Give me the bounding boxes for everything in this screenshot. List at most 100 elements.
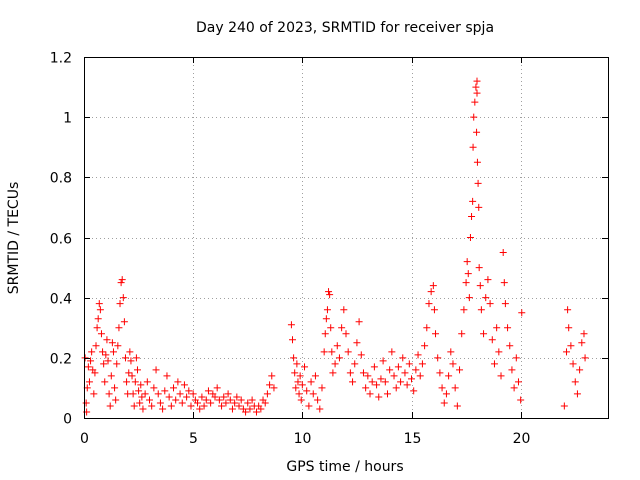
data-point	[301, 363, 309, 371]
x-axis-label: GPS time / hours	[286, 459, 403, 475]
data-point	[268, 372, 276, 380]
data-point	[456, 366, 464, 374]
data-point	[362, 384, 370, 392]
data-point	[432, 330, 440, 338]
data-point	[357, 351, 365, 359]
data-point	[451, 384, 459, 392]
data-point	[133, 366, 141, 374]
data-point	[207, 399, 215, 407]
data-point	[85, 378, 93, 386]
data-point	[436, 369, 444, 377]
data-point	[156, 399, 164, 407]
data-point	[183, 393, 191, 401]
data-point	[103, 336, 111, 344]
y-tick-label: 0	[63, 412, 72, 428]
data-point	[447, 348, 455, 356]
data-point	[135, 387, 143, 395]
data-point	[303, 387, 311, 395]
y-tick-label: 0.2	[50, 352, 72, 368]
data-point	[469, 197, 477, 205]
data-point	[222, 399, 230, 407]
data-point	[472, 83, 480, 91]
data-point	[329, 369, 337, 377]
data-point	[518, 309, 526, 317]
data-point	[294, 378, 302, 386]
data-point	[416, 372, 424, 380]
data-point	[291, 369, 299, 377]
data-point	[403, 381, 411, 389]
data-point	[331, 360, 339, 368]
data-point	[473, 128, 481, 136]
data-point	[405, 360, 413, 368]
data-point	[373, 381, 381, 389]
data-point	[414, 351, 422, 359]
data-point	[115, 324, 123, 332]
data-point	[484, 276, 492, 284]
data-point	[123, 378, 131, 386]
data-point	[117, 279, 125, 287]
data-point	[226, 396, 234, 404]
y-axis-label: SRMTID / TECUs	[6, 182, 22, 295]
data-point	[94, 315, 102, 323]
data-point	[355, 318, 363, 326]
data-point	[471, 98, 479, 106]
data-point	[488, 336, 496, 344]
data-point	[399, 354, 407, 362]
y-tick-label: 1.2	[50, 51, 72, 67]
data-point	[421, 342, 429, 350]
data-point	[139, 405, 147, 413]
data-point	[381, 378, 389, 386]
data-point	[204, 387, 212, 395]
marks-layer	[81, 77, 589, 416]
data-point	[174, 378, 182, 386]
data-point	[297, 396, 305, 404]
data-point	[368, 378, 376, 386]
data-point	[152, 366, 160, 374]
data-point	[233, 393, 241, 401]
data-point	[475, 264, 483, 272]
data-point	[84, 363, 92, 371]
data-point	[379, 357, 387, 365]
data-point	[242, 408, 250, 416]
data-point	[194, 399, 202, 407]
data-point	[289, 336, 297, 344]
data-point	[323, 306, 331, 314]
x-tick-label: 20	[513, 431, 531, 447]
data-point	[132, 354, 140, 362]
data-point	[410, 387, 418, 395]
data-point	[460, 306, 468, 314]
data-point	[211, 393, 219, 401]
data-point	[88, 348, 96, 356]
data-point	[295, 390, 303, 398]
data-point	[136, 399, 144, 407]
data-point	[106, 402, 114, 410]
data-point	[126, 348, 134, 356]
data-point	[469, 143, 477, 151]
y-tick-label: 1	[63, 111, 72, 127]
data-point	[309, 390, 317, 398]
data-point	[81, 354, 89, 362]
grid-layer	[84, 57, 608, 418]
y-tick-label: 0.4	[50, 292, 72, 308]
data-point	[148, 402, 156, 410]
data-point	[470, 113, 478, 121]
data-point	[473, 89, 481, 97]
chart-title: Day 240 of 2023, SRMTID for receiver spj…	[196, 20, 494, 36]
x-tick-label: 10	[294, 431, 312, 447]
data-point	[93, 324, 101, 332]
data-point	[101, 378, 109, 386]
data-point	[351, 360, 359, 368]
data-point	[490, 360, 498, 368]
data-point	[112, 396, 120, 404]
data-point	[366, 390, 374, 398]
data-point	[390, 372, 398, 380]
data-point	[573, 390, 581, 398]
data-point	[248, 396, 256, 404]
data-point	[104, 357, 112, 365]
data-point	[127, 357, 135, 365]
data-point	[412, 366, 420, 374]
data-point	[154, 390, 162, 398]
data-point	[121, 354, 129, 362]
y-tick-label: 0.6	[50, 232, 72, 248]
data-point	[465, 294, 473, 302]
